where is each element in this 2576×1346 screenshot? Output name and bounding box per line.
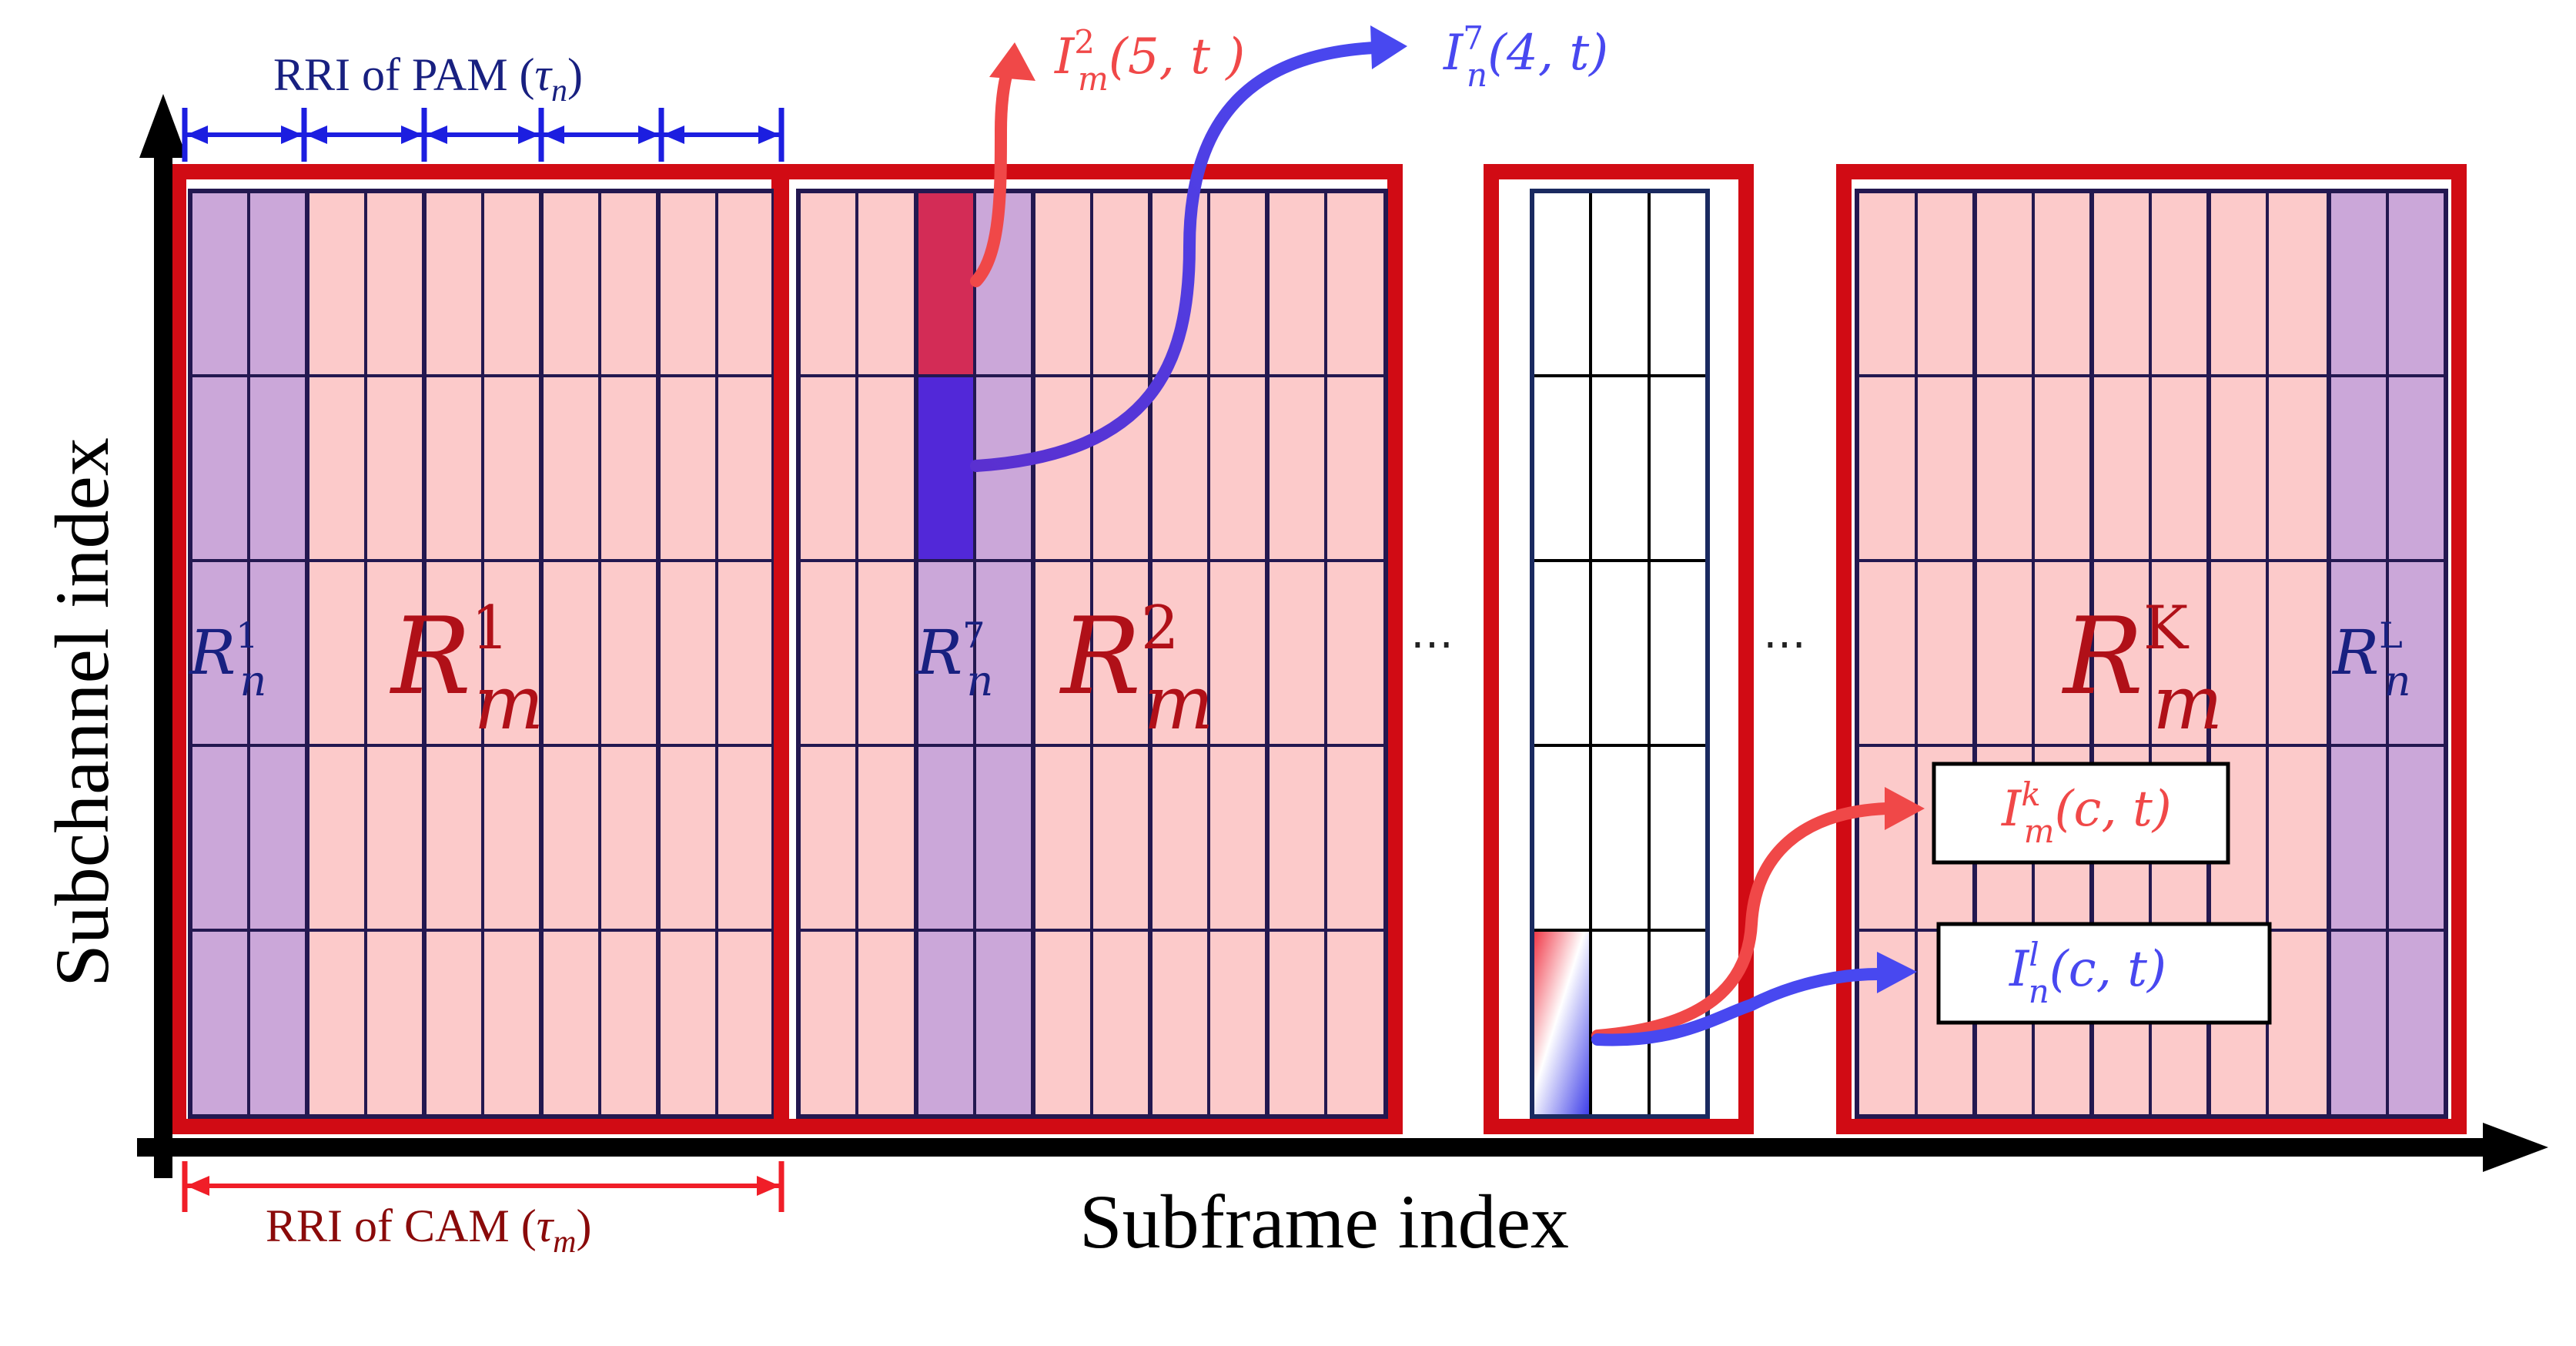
interference-arrow-red: [970, 42, 1035, 287]
rri-pam-label: RRI of PAM (τn): [273, 49, 583, 109]
imk-box: [1932, 762, 2230, 865]
rn7-label: R7 n: [915, 614, 993, 705]
x-axis-arrowhead: [2483, 1123, 2548, 1172]
rri-cam-label: RRI of CAM (τm): [266, 1200, 592, 1260]
resource-block-1: R1 n R1 m: [171, 164, 787, 1134]
block-2-grid: [796, 189, 1388, 1119]
rri-pam-dimension: [182, 108, 785, 162]
block-1-grid: [188, 189, 776, 1119]
interference-arrow-blue-2: [1591, 952, 1917, 1046]
block-3-grid: [1530, 189, 1710, 1119]
rn1-label: R1 n: [188, 614, 266, 705]
rmk-label: RK m: [2061, 594, 2223, 746]
rri-cam-dimension: [182, 1161, 785, 1212]
imk-label: Ik m(c, t): [2001, 775, 2172, 850]
resource-block-2: R7 n R2 m: [774, 164, 1403, 1134]
im2-label: I2 m(5, t ): [1054, 23, 1245, 98]
rm1-label: R1 m: [389, 594, 544, 746]
inl-label: Il n(c, t): [2009, 936, 2166, 1010]
interference-arrow-red-2: [1591, 787, 1925, 1042]
interference-cell-red: [916, 191, 975, 376]
resource-block-3-zoom: [1484, 164, 1754, 1134]
ellipsis-left: ⋯: [1410, 619, 1454, 669]
in7-label: I7 n(4, t): [1443, 19, 1608, 94]
x-axis-label: Subframe index: [1079, 1179, 1569, 1264]
interference-arrow-blue: [970, 25, 1407, 472]
inl-box: [1936, 922, 2272, 1025]
overlap-cell: [1532, 930, 1591, 1117]
y-axis-arrowhead: [139, 94, 187, 158]
axes: [137, 94, 2548, 1178]
interference-cell-blue: [916, 376, 975, 561]
y-axis-label: Subchannel index: [39, 437, 125, 987]
rnl-label: RL n: [2331, 614, 2411, 705]
rm2-label: R2 m: [1059, 594, 1214, 746]
ellipsis-right: ⋯: [1763, 619, 1806, 669]
